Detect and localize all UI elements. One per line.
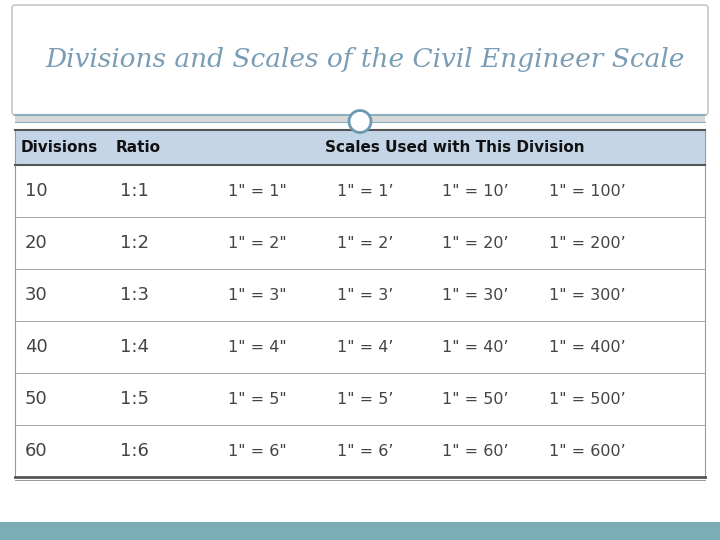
Text: 20: 20 (25, 234, 48, 252)
Text: 1" = 30’: 1" = 30’ (442, 287, 508, 302)
Text: Divisions and Scales of the Civil Engineer Scale: Divisions and Scales of the Civil Engine… (45, 48, 685, 72)
Text: 1" = 1’: 1" = 1’ (337, 184, 393, 199)
Text: 1" = 40’: 1" = 40’ (442, 340, 508, 354)
Text: 1" = 50’: 1" = 50’ (442, 392, 508, 407)
Text: 1" = 60’: 1" = 60’ (442, 443, 508, 458)
Bar (15, 425, 705, 477)
Text: 1" = 10’: 1" = 10’ (441, 184, 508, 199)
Bar (0, 522, 720, 540)
Bar (15, 321, 705, 373)
Text: Scales Used with This Division: Scales Used with This Division (325, 140, 585, 155)
Text: 1" = 5": 1" = 5" (228, 392, 287, 407)
Text: 1" = 1": 1" = 1" (228, 184, 287, 199)
Text: 1" = 4": 1" = 4" (228, 340, 287, 354)
Bar (15, 165, 705, 217)
Bar (15, 373, 705, 425)
Text: 1" = 2’: 1" = 2’ (337, 235, 393, 251)
Text: 1" = 3": 1" = 3" (228, 287, 287, 302)
Text: 50: 50 (25, 390, 48, 408)
Circle shape (349, 111, 371, 132)
Bar (15, 269, 705, 321)
Text: 1" = 100’: 1" = 100’ (549, 184, 626, 199)
Text: 1:5: 1:5 (120, 390, 149, 408)
Text: Ratio: Ratio (116, 140, 161, 155)
Text: 1" = 2": 1" = 2" (228, 235, 287, 251)
Bar (15, 115, 705, 122)
Text: 1:3: 1:3 (120, 286, 149, 304)
Text: 30: 30 (25, 286, 48, 304)
Text: 1:1: 1:1 (120, 182, 149, 200)
Text: 1" = 6": 1" = 6" (228, 443, 287, 458)
Text: 1" = 500’: 1" = 500’ (549, 392, 626, 407)
Text: 1" = 5’: 1" = 5’ (337, 392, 393, 407)
Text: 60: 60 (25, 442, 48, 460)
Text: 1" = 200’: 1" = 200’ (549, 235, 626, 251)
Text: Divisions: Divisions (21, 140, 98, 155)
Text: 1" = 400’: 1" = 400’ (549, 340, 626, 354)
Text: 1:6: 1:6 (120, 442, 149, 460)
Text: 1" = 600’: 1" = 600’ (549, 443, 626, 458)
Text: 1:4: 1:4 (120, 338, 149, 356)
Text: 1" = 4’: 1" = 4’ (337, 340, 393, 354)
Text: 40: 40 (25, 338, 48, 356)
FancyBboxPatch shape (12, 5, 708, 115)
Text: 1:2: 1:2 (120, 234, 149, 252)
Text: 1" = 3’: 1" = 3’ (337, 287, 393, 302)
Text: 10: 10 (25, 182, 48, 200)
Text: 1" = 6’: 1" = 6’ (337, 443, 393, 458)
Text: 1" = 300’: 1" = 300’ (549, 287, 626, 302)
Bar (15, 217, 705, 269)
Bar (15, 130, 705, 165)
Text: 1" = 20’: 1" = 20’ (442, 235, 508, 251)
